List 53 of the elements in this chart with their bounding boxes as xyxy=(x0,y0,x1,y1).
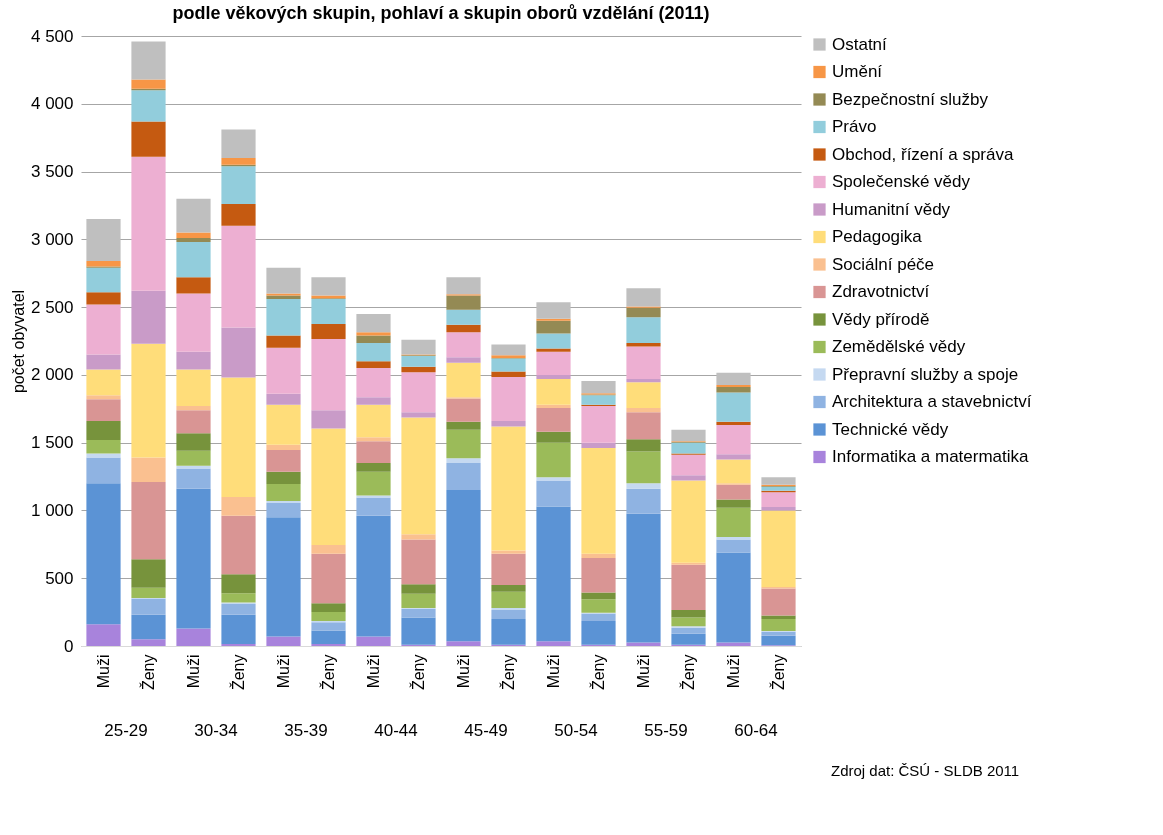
y-tick-label: 4 000 xyxy=(30,94,74,114)
legend-label: Humanitní vědy xyxy=(832,199,951,219)
legend-label: Právo xyxy=(832,117,877,136)
legend-label: Umění xyxy=(832,62,883,81)
text: 60-64 xyxy=(734,721,778,740)
y-tick-label: 3 000 xyxy=(30,229,74,249)
legend-label: Technické vědy xyxy=(832,419,949,439)
y-tick-label: 1 500 xyxy=(30,433,74,453)
y-tick-label: 0 xyxy=(64,636,74,656)
legend-label: Vědy přírodě xyxy=(832,309,930,329)
y-tick-label: 2 500 xyxy=(30,297,74,317)
y-tick-label: 1 000 xyxy=(30,500,74,520)
text: 35-39 xyxy=(284,721,328,740)
x-tick-label: Muži xyxy=(545,654,562,689)
legend-label: Přepravní služby a spoje xyxy=(832,364,1019,384)
x-tick-label: Muži xyxy=(455,654,472,689)
text: 50-54 xyxy=(554,721,598,740)
legend-label: Zdravotnictví xyxy=(832,282,930,301)
legend-label: Pedagogika xyxy=(832,227,923,246)
text: 45-49 xyxy=(464,721,508,740)
x-tick-label: Ženy xyxy=(679,654,697,691)
x-tick-label: Ženy xyxy=(409,654,427,691)
legend-label: Zemědělské vědy xyxy=(832,337,966,356)
y-tick-label: 3 500 xyxy=(30,162,74,182)
chart-title: podle věkových skupin, pohlaví a skupin oborů vzdělání (2011) xyxy=(172,3,710,23)
legend-label: Společenské vědy xyxy=(832,172,971,191)
x-tick-label: Muži xyxy=(275,654,292,689)
x-tick-label: Ženy xyxy=(499,654,517,691)
legend-label: Bezpečnostní služby xyxy=(832,89,989,109)
text: 30-34 xyxy=(194,721,238,740)
legend-label: Ostatní xyxy=(832,34,888,54)
legend-label: Sociální péče xyxy=(832,254,935,274)
legend-label: Obchod, řízení a správa xyxy=(832,144,1014,164)
x-tick-label: Ženy xyxy=(589,654,607,691)
y-axis-title: počet obyvatel xyxy=(9,289,27,394)
x-tick-label: Ženy xyxy=(139,654,157,691)
x-tick-label: Ženy xyxy=(319,654,337,691)
legend-label: Informatika a matermatika xyxy=(832,447,1030,466)
text: 40-44 xyxy=(374,721,418,740)
y-tick-label: 4 500 xyxy=(30,26,74,46)
y-tick-label: 2 000 xyxy=(30,365,74,385)
x-tick-label: Ženy xyxy=(769,654,787,691)
x-tick-label: Muži xyxy=(635,654,652,689)
text: Zdroj dat: ČSÚ - SLDB 2011 xyxy=(831,762,1020,779)
x-tick-label: Ženy xyxy=(229,654,247,691)
legend-label: Architektura a stavebnictví xyxy=(832,392,1032,411)
x-tick-label: Muži xyxy=(185,654,202,689)
x-tick-label: Muži xyxy=(365,654,382,689)
x-tick-label: Muži xyxy=(95,654,112,689)
y-tick-label: 500 xyxy=(45,568,74,588)
x-tick-label: Muži xyxy=(725,654,742,689)
text: 55-59 xyxy=(644,721,688,740)
text: 25-29 xyxy=(104,721,148,740)
